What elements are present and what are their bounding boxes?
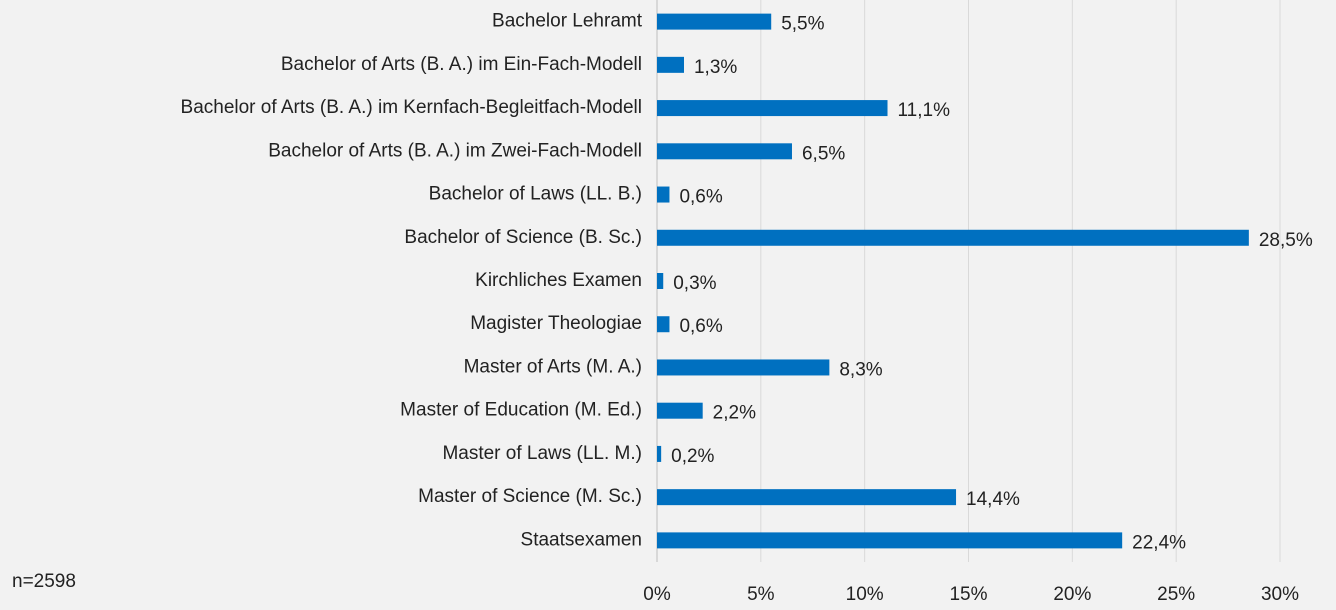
data-label: 28,5% — [1259, 230, 1313, 251]
data-label: 11,1% — [898, 100, 951, 121]
data-label: 0,6% — [679, 316, 722, 337]
x-tick-label: 30% — [1261, 584, 1299, 605]
y-tick-label: Master of Laws (LL. M.) — [442, 443, 642, 464]
annotation: n=2598 — [12, 571, 76, 592]
y-tick-label: Magister Theologiae — [470, 313, 642, 334]
data-label: 8,3% — [839, 359, 882, 380]
data-label: 2,2% — [713, 403, 756, 424]
y-tick-label: Master of Science (M. Sc.) — [418, 486, 642, 507]
y-tick-label: Staatsexamen — [521, 529, 642, 550]
bar — [657, 445, 662, 462]
x-tick-label: 10% — [846, 584, 884, 605]
bar — [657, 402, 703, 419]
data-label: 0,2% — [671, 446, 714, 467]
data-label: 5,5% — [781, 14, 824, 35]
y-tick-label: Bachelor Lehramt — [492, 11, 643, 32]
x-tick-label: 25% — [1157, 584, 1195, 605]
x-tick-label: 5% — [747, 584, 775, 605]
y-tick-label: Bachelor of Science (B. Sc.) — [404, 227, 642, 248]
x-tick-label: 0% — [643, 584, 671, 605]
bar — [657, 100, 888, 117]
bar — [657, 489, 957, 506]
bar — [657, 532, 1123, 549]
y-tick-label: Bachelor of Arts (B. A.) im Zwei-Fach-Mo… — [268, 140, 642, 161]
data-label: 6,5% — [802, 143, 845, 164]
y-tick-label: Kirchliches Examen — [475, 270, 642, 291]
y-tick-label: Bachelor of Arts (B. A.) im Ein-Fach-Mod… — [281, 54, 642, 75]
x-tick-label: 15% — [949, 584, 987, 605]
bar — [657, 273, 664, 289]
y-tick-label: Master of Education (M. Ed.) — [400, 400, 642, 421]
data-label: 0,3% — [673, 273, 716, 294]
bar — [657, 143, 792, 160]
bar — [657, 56, 684, 73]
data-label: 0,6% — [679, 187, 722, 208]
bar — [657, 229, 1249, 246]
bar — [657, 359, 830, 376]
bar — [657, 316, 670, 333]
y-tick-label: Bachelor of Laws (LL. B.) — [429, 184, 642, 205]
data-label: 14,4% — [966, 489, 1020, 510]
bar — [657, 13, 772, 30]
y-tick-label: Bachelor of Arts (B. A.) im Kernfach-Beg… — [181, 97, 642, 118]
data-label: 1,3% — [694, 57, 737, 78]
data-label: 22,4% — [1132, 532, 1186, 553]
x-tick-label: 20% — [1053, 584, 1091, 605]
y-tick-label: Master of Arts (M. A.) — [464, 356, 642, 377]
bar — [657, 186, 670, 203]
